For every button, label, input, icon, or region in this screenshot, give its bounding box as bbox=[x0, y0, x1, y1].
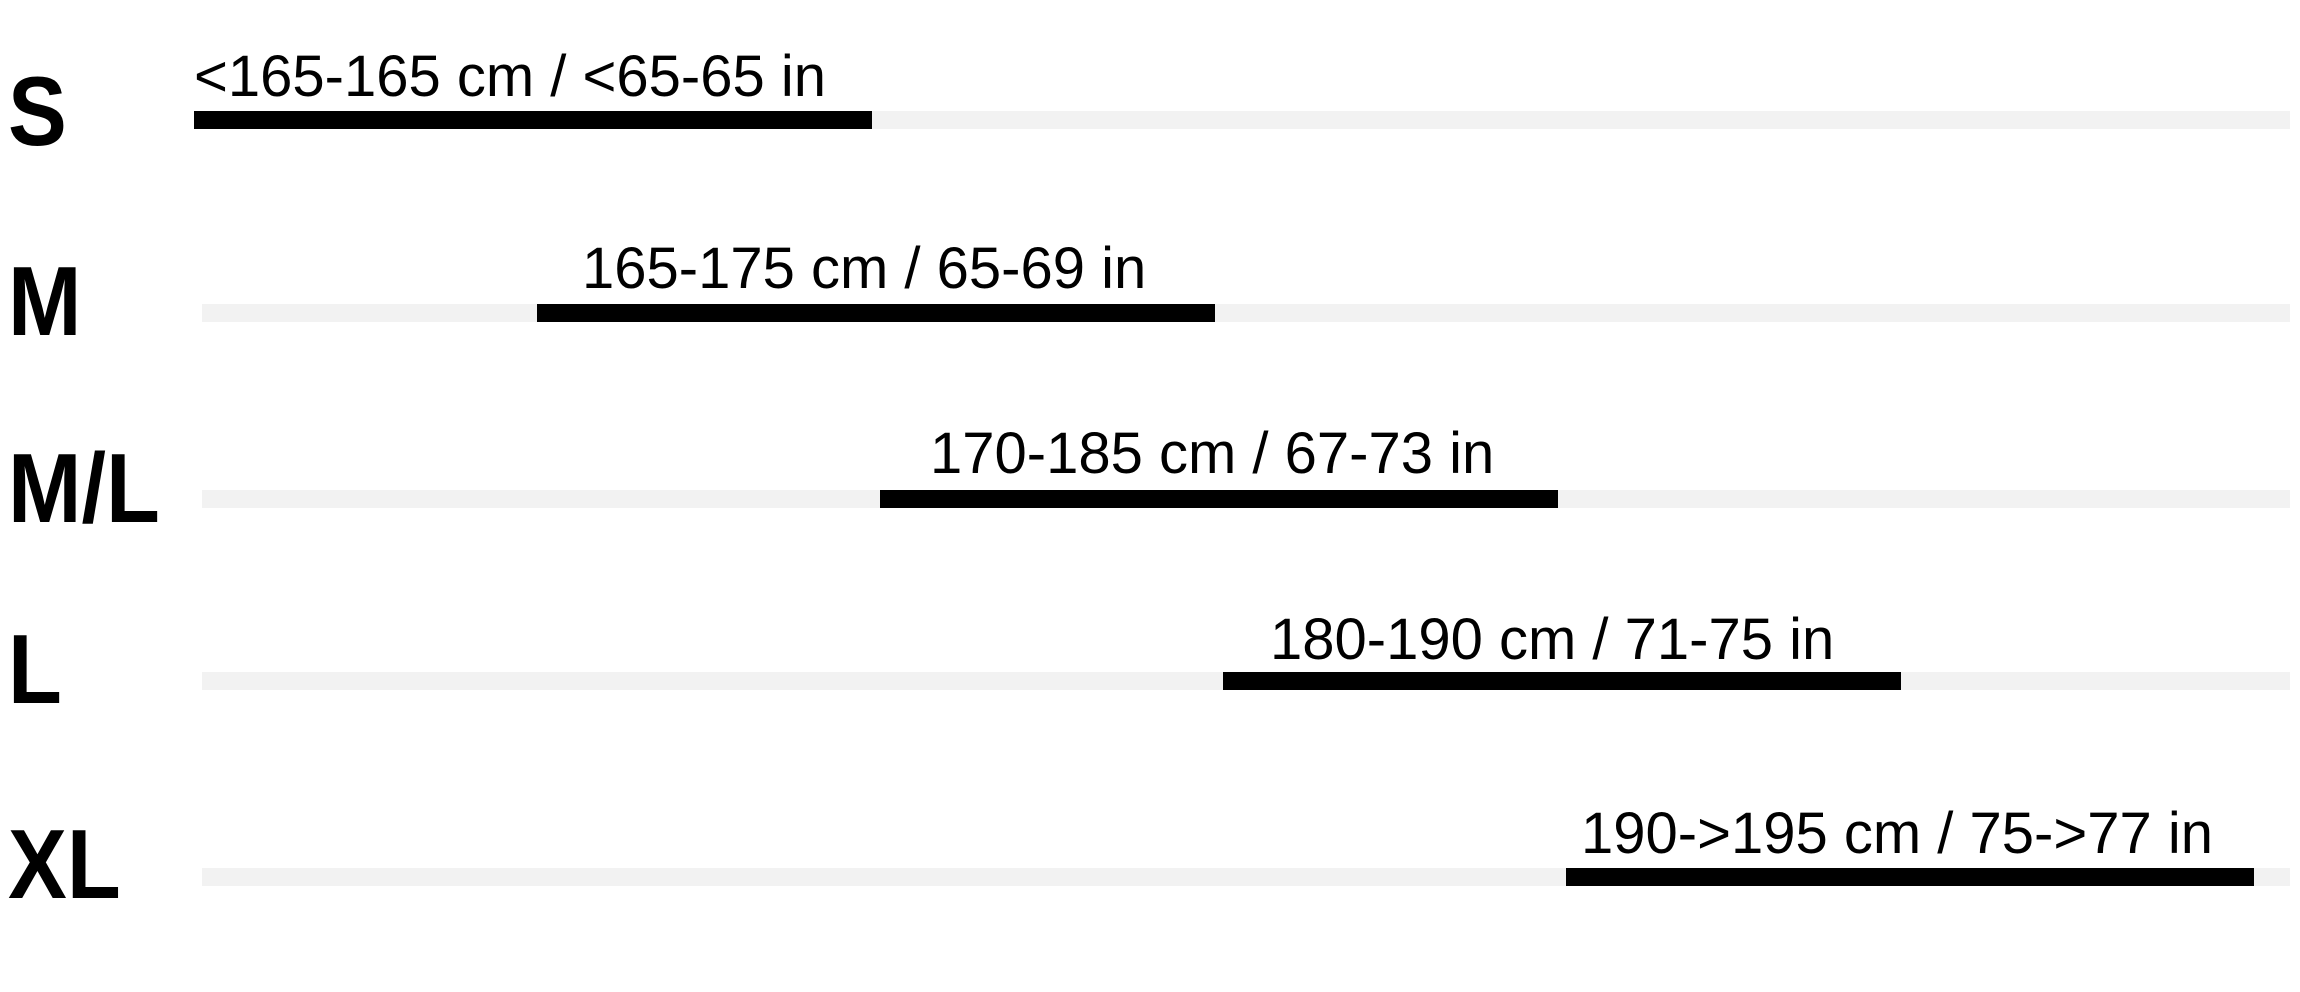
range-label: 180-190 cm / 71-75 in bbox=[1270, 607, 1835, 672]
size-label: L bbox=[8, 614, 62, 724]
range-label: 170-185 cm / 67-73 in bbox=[930, 421, 1495, 486]
range-bar bbox=[1566, 868, 2254, 886]
range-bar bbox=[1223, 672, 1901, 690]
size-label: M/L bbox=[8, 433, 160, 543]
range-track bbox=[202, 304, 2290, 322]
range-bar bbox=[194, 111, 872, 129]
size-label: S bbox=[8, 56, 67, 166]
size-label: XL bbox=[8, 809, 121, 919]
size-label: M bbox=[8, 246, 82, 356]
range-label: 165-175 cm / 65-69 in bbox=[582, 236, 1147, 301]
range-label: 190->195 cm / 75->77 in bbox=[1581, 801, 2213, 866]
range-bar bbox=[880, 490, 1558, 508]
range-bar bbox=[537, 304, 1215, 322]
range-label: <165-165 cm / <65-65 in bbox=[194, 44, 826, 109]
